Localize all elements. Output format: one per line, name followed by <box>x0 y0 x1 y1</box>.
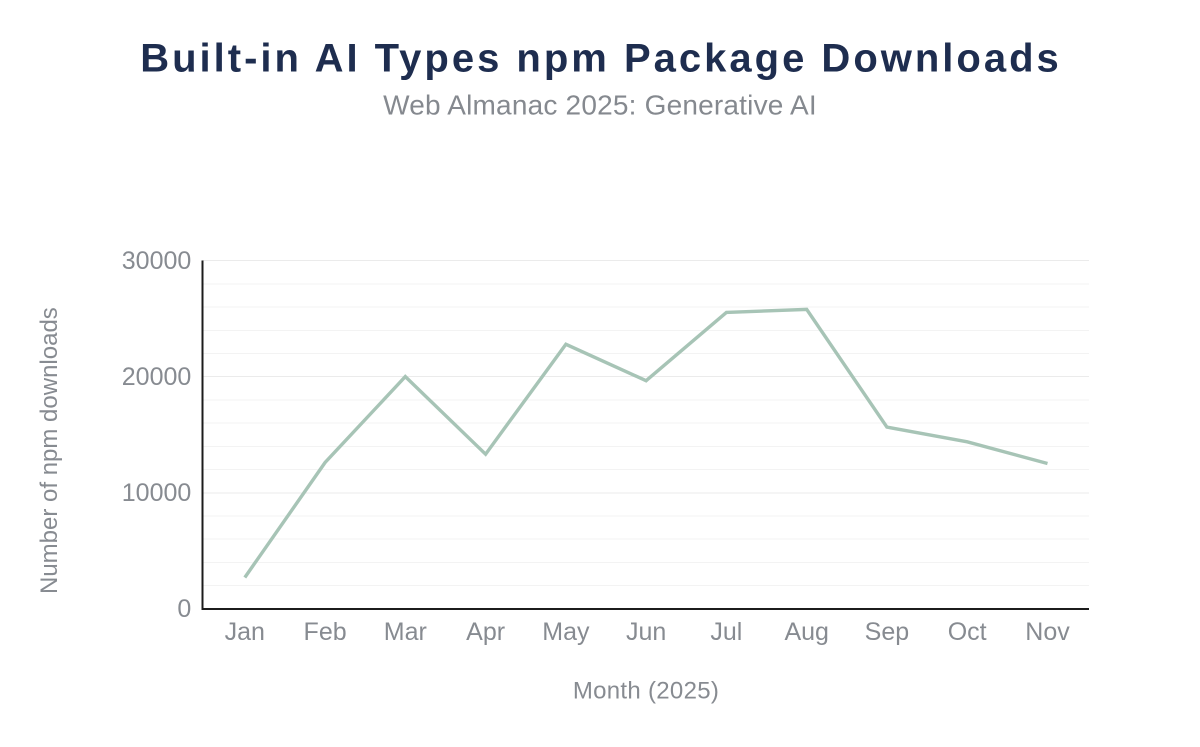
svg-text:Sep: Sep <box>865 618 909 646</box>
svg-text:20000: 20000 <box>122 363 192 391</box>
svg-text:Mar: Mar <box>384 618 427 646</box>
svg-text:Month (2025): Month (2025) <box>573 678 719 705</box>
svg-text:Apr: Apr <box>466 618 505 646</box>
svg-text:Aug: Aug <box>784 618 828 646</box>
svg-text:30000: 30000 <box>122 247 192 275</box>
svg-text:May: May <box>542 618 590 646</box>
svg-text:Jun: Jun <box>626 618 666 646</box>
svg-text:Oct: Oct <box>948 618 987 646</box>
svg-text:Jul: Jul <box>710 618 742 646</box>
svg-text:Jan: Jan <box>225 618 265 646</box>
svg-text:Built-in AI Types npm Package: Built-in AI Types npm Package Downloads <box>140 36 1062 80</box>
svg-text:0: 0 <box>177 595 191 623</box>
svg-text:Feb: Feb <box>304 618 347 646</box>
svg-text:10000: 10000 <box>122 479 192 507</box>
svg-text:Nov: Nov <box>1025 618 1070 646</box>
svg-text:Number of npm downloads: Number of npm downloads <box>36 307 63 594</box>
svg-text:Web Almanac 2025: Generative A: Web Almanac 2025: Generative AI <box>383 90 817 121</box>
